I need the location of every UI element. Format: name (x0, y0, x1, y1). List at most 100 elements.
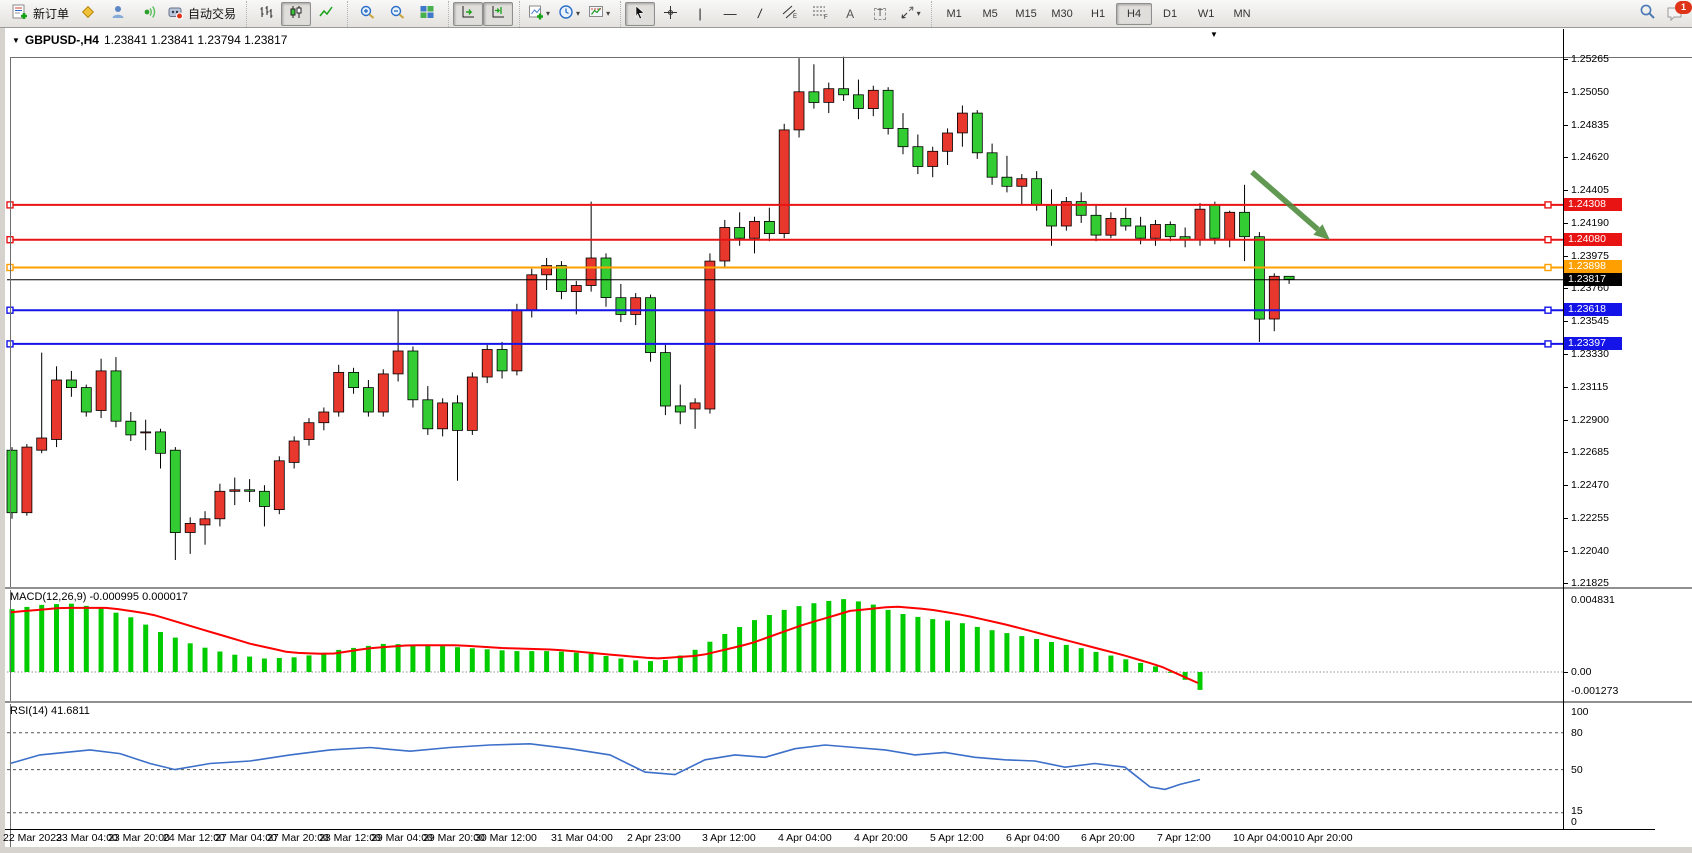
arrows-caret-icon[interactable]: ▾ (916, 8, 921, 18)
arrows-tool-icon (900, 5, 915, 23)
candle-0 (6, 449, 18, 514)
candle-48 (719, 227, 731, 262)
panel-separator-rsi[interactable] (5, 701, 1692, 704)
candlestick-mode-button[interactable] (281, 1, 312, 26)
macd-name: MACD(12,26,9) (10, 591, 87, 603)
text-label-tool-button[interactable]: T (865, 2, 895, 26)
tf-m30-button[interactable]: M30 (1051, 7, 1073, 20)
tf-m5-button[interactable]: M5 (982, 7, 998, 20)
cursor-tool-button[interactable] (625, 1, 656, 26)
time-axis-label: 28 Mar 12:00 (319, 832, 381, 844)
trendline-tool-button[interactable]: / (745, 2, 775, 26)
chart-title-dropdown-icon[interactable]: ▼ (12, 35, 20, 45)
search-icon[interactable] (1639, 3, 1656, 25)
hline-handle[interactable] (1544, 235, 1552, 244)
rsi-value: 41.6811 (50, 705, 90, 717)
indicators-caret-icon[interactable]: ▾ (546, 8, 551, 18)
candle-62 (927, 150, 939, 167)
channel-tool-button[interactable]: E (775, 2, 805, 26)
auto-scroll-icon (460, 4, 476, 23)
price-tick-label: 1.24620 (1571, 151, 1609, 163)
price-tick-label: 1.21825 (1571, 577, 1609, 589)
candle-38 (570, 285, 582, 292)
hline-1.23898[interactable] (6, 263, 1563, 272)
status-strip (0, 847, 1692, 853)
candle-18 (273, 460, 285, 510)
candle-23 (348, 371, 360, 388)
candle-4 (66, 379, 77, 388)
text-label-icon: T (874, 7, 887, 20)
candle-71 (1060, 201, 1072, 227)
candle-80 (1194, 208, 1206, 241)
bar-chart-mode-button[interactable] (251, 2, 281, 26)
chart-shift-button[interactable] (483, 1, 514, 26)
price-tick-label: 1.22040 (1571, 545, 1609, 557)
chart-shift-marker-icon[interactable]: ▼ (1210, 30, 1218, 39)
zoom-in-button[interactable] (352, 2, 382, 26)
tf-h4-button[interactable]: H4 (1116, 2, 1153, 25)
tf-d1-button[interactable]: D1 (1163, 7, 1178, 20)
candle-17 (258, 490, 270, 507)
svg-text:E: E (793, 14, 797, 20)
main-price-chart[interactable] (0, 30, 1692, 587)
hline-handle[interactable] (1544, 201, 1552, 209)
candle-36 (541, 265, 552, 276)
auto-scroll-button[interactable] (453, 1, 484, 26)
arrows-tool-button[interactable]: ▾ (895, 2, 925, 26)
macd-axis-label: 0.00 (1571, 666, 1592, 678)
candle-82 (1224, 211, 1236, 241)
candle-75 (1120, 217, 1132, 227)
cursor-arrow-icon (633, 4, 647, 23)
templates-button[interactable]: ▾ (584, 2, 614, 26)
time-axis-label: 24 Mar 12:00 (163, 832, 225, 844)
tf-h1-button[interactable]: H1 (1091, 7, 1106, 20)
signals-button[interactable] (133, 2, 163, 26)
tf-m15-button[interactable]: M15 (1015, 7, 1037, 20)
time-axis-label: 22 Mar 2023 (3, 832, 62, 844)
hline-price-label: 1.23618 (1564, 303, 1622, 317)
time-axis-label: 2 Apr 23:00 (627, 832, 681, 844)
macd-panel[interactable] (0, 589, 1692, 701)
chart-window[interactable] (0, 28, 1692, 853)
hline-handle[interactable] (1544, 306, 1552, 314)
line-chart-mode-button[interactable] (311, 2, 341, 26)
trend-arrow-annotation[interactable] (1250, 169, 1330, 240)
vertical-line-tool-button[interactable]: | (685, 2, 715, 26)
notifications-button[interactable]: 1 (1666, 1, 1692, 23)
price-tick (1564, 387, 1568, 388)
hline-handle[interactable] (1544, 263, 1552, 272)
hline-1.23618[interactable] (6, 306, 1563, 314)
templates-caret-icon[interactable]: ▾ (606, 8, 611, 18)
tf-mn-button[interactable]: MN (1233, 7, 1251, 20)
rsi-panel[interactable] (0, 703, 1692, 829)
time-axis-label: 27 Mar 04:00 (215, 832, 277, 844)
metaeditor-button[interactable] (73, 2, 103, 26)
tf-w1-button[interactable]: W1 (1197, 7, 1215, 20)
tf-m1-button[interactable]: M1 (946, 7, 962, 20)
periods-button[interactable]: ▾ (554, 2, 584, 26)
rsi-axis-label: 50 (1571, 764, 1583, 776)
rsi-axis-label: 15 (1571, 805, 1583, 817)
indicators-button[interactable]: ▾ (524, 2, 554, 26)
chart-symbol-period: GBPUSD-,H4 (24, 33, 99, 47)
timeframe-group: M1 M5 M15 M30 H1 H4 D1 W1 MN (931, 0, 1264, 27)
tile-windows-button[interactable] (412, 2, 442, 26)
zoom-out-button[interactable] (382, 2, 412, 26)
crosshair-tool-button[interactable] (655, 2, 685, 26)
text-tool-button[interactable]: A (835, 2, 865, 26)
hline-1.23397[interactable] (6, 340, 1563, 348)
periods-caret-icon[interactable]: ▾ (576, 8, 581, 18)
panel-separator-macd[interactable] (5, 587, 1692, 590)
autotrading-button[interactable]: 自动交易 (163, 2, 240, 26)
candle-30 (452, 402, 463, 431)
price-tick-label: 1.25050 (1571, 86, 1609, 98)
new-order-button[interactable]: 新订单 (8, 2, 73, 26)
fibonacci-tool-button[interactable]: F (805, 2, 835, 26)
trendline-icon: / (756, 6, 764, 21)
candle-39 (585, 257, 597, 286)
hline-handle[interactable] (1544, 340, 1552, 348)
rsi-indicator-label: RSI(14) 41.6811 (10, 705, 90, 717)
horizontal-line-icon: — (723, 6, 737, 21)
horizontal-line-tool-button[interactable]: — (715, 2, 745, 26)
community-button[interactable] (103, 2, 133, 26)
